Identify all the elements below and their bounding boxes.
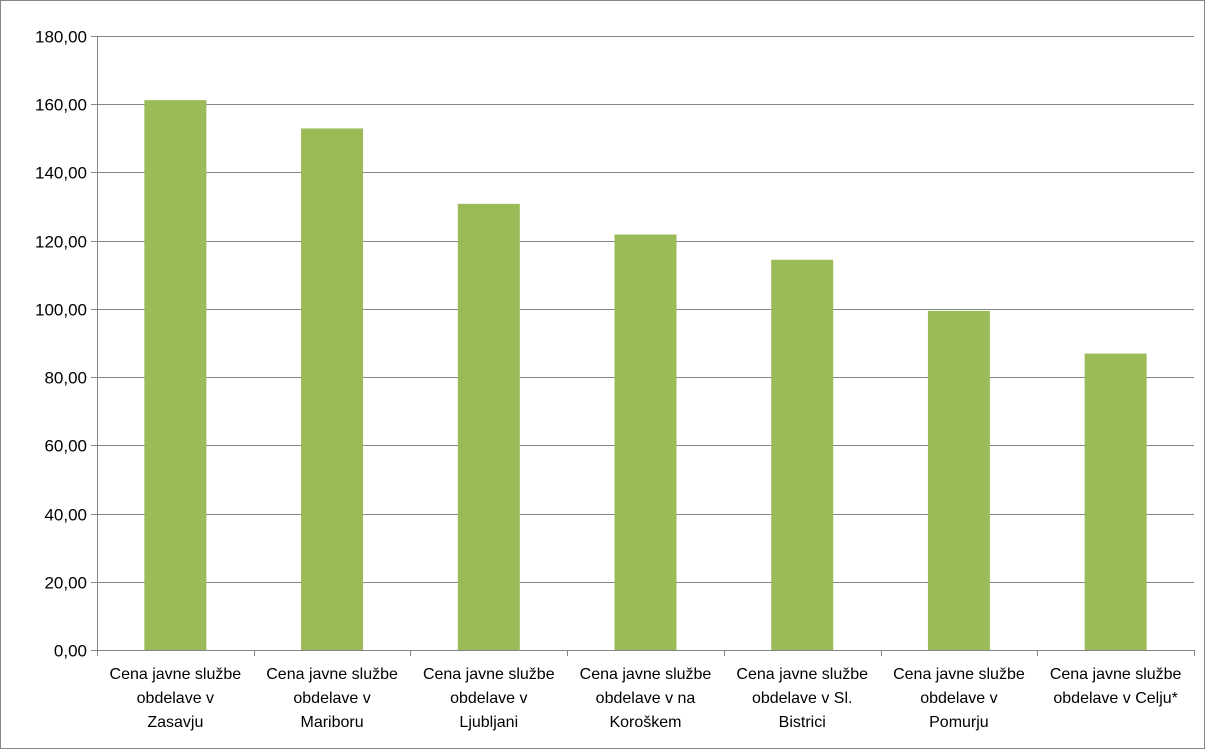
x-category-label-line: Cena javne službe [266, 666, 398, 683]
x-category-label-line: obdelave v na [596, 690, 696, 707]
bar [457, 203, 520, 650]
x-category-label-line: Zasavju [147, 714, 203, 731]
x-category-label-line: Koroškem [609, 714, 681, 731]
y-tick-label: 140,00 [35, 164, 87, 183]
x-category-label: Cena javne službe obdelave v Mariboru [266, 666, 398, 731]
bar [771, 259, 834, 650]
x-category-label-line: Cena javne službe [423, 666, 555, 683]
bar [301, 128, 364, 650]
y-tick-label: 20,00 [44, 574, 87, 593]
x-category-label-line: obdelave v [137, 690, 214, 707]
y-tick-label: 100,00 [35, 301, 87, 320]
x-category-label: Cena javne službe obdelave v Zasavju [110, 666, 242, 731]
y-tick-label: 160,00 [35, 96, 87, 115]
x-category-label-line: obdelave v [293, 690, 370, 707]
x-category-label-line: obdelave v [450, 690, 527, 707]
bar [927, 310, 990, 650]
x-category-label-line: Cena javne službe [110, 666, 242, 683]
y-tick-label: 40,00 [44, 506, 87, 525]
x-category-label: Cena javne službe obdelave v Sl. Bistrici [736, 666, 868, 731]
x-category-label-line: obdelave v Celju* [1053, 690, 1178, 707]
axes [91, 36, 1195, 656]
y-tick-label: 60,00 [44, 437, 87, 456]
y-tick-labels: 0,00 20,00 40,00 60,00 80,00 100,00 120,00 140,… [35, 28, 87, 661]
x-category-label: Cena javne službe obdelave v na Koroškem [580, 666, 712, 731]
bar [144, 100, 207, 650]
x-category-label: Cena javne službe obdelave v Pomurju [893, 666, 1025, 731]
bar [614, 234, 677, 650]
x-category-label-line: Mariboru [301, 714, 364, 731]
x-category-label-line: Cena javne službe [736, 666, 868, 683]
x-category-label-line: Pomurju [929, 714, 989, 731]
x-category-label: Cena javne službe obdelave v Ljubljani [423, 666, 555, 731]
y-tick-label: 80,00 [44, 369, 87, 388]
x-category-label-line: Cena javne službe [1050, 666, 1182, 683]
bar [1084, 353, 1147, 650]
x-category-label-line: Cena javne službe [580, 666, 712, 683]
x-category-label: Cena javne službe obdelave v Celju* [1050, 666, 1182, 707]
y-tick-label: 120,00 [35, 233, 87, 252]
x-category-label-line: obdelave v [920, 690, 997, 707]
x-category-label-line: Ljubljani [459, 714, 518, 731]
x-category-label-line: Cena javne službe [893, 666, 1025, 683]
bars [144, 100, 1147, 650]
y-tick-label: 180,00 [35, 28, 87, 47]
x-category-label-line: obdelave v Sl. [752, 690, 853, 707]
y-tick-label: 0,00 [54, 642, 87, 661]
x-category-label-line: Bistrici [779, 714, 826, 731]
